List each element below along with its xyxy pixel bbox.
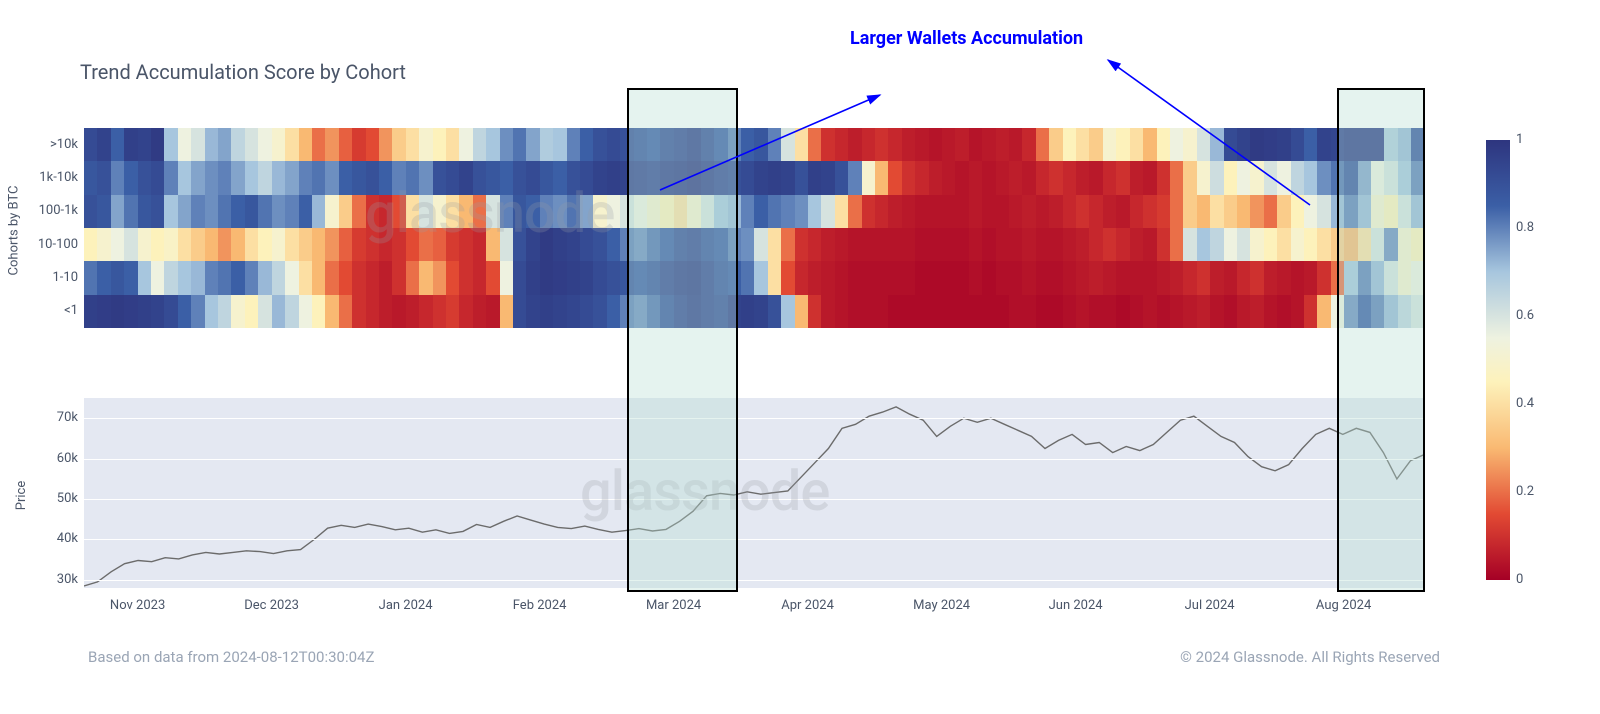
heatmap-area [84, 128, 1424, 328]
price-y-tick: 30k [38, 572, 78, 587]
x-axis-tick: Nov 2023 [110, 598, 165, 613]
x-axis-tick: Apr 2024 [781, 598, 834, 613]
price-y-tick: 50k [38, 491, 78, 506]
x-axis-tick: Dec 2023 [244, 598, 299, 613]
price-y-axis-title: Price [14, 481, 29, 510]
heatmap-row [84, 195, 1424, 228]
x-axis-tick: Jun 2024 [1049, 598, 1103, 613]
x-axis-tick: Aug 2024 [1316, 598, 1371, 613]
cohort-label: 100-1k [28, 203, 78, 218]
price-chart-area [84, 398, 1424, 588]
colorbar-tick: 0.8 [1516, 220, 1534, 235]
heatmap-row [84, 128, 1424, 161]
colorbar-tick: 0.2 [1516, 484, 1534, 499]
price-line [84, 398, 1424, 588]
colorbar-tick: 0.4 [1516, 396, 1534, 411]
cohort-label: <1 [28, 303, 78, 318]
heatmap-row [84, 261, 1424, 294]
x-axis-tick: May 2024 [913, 598, 970, 613]
x-axis-tick: Jul 2024 [1185, 598, 1235, 613]
x-axis-tick: Jan 2024 [379, 598, 433, 613]
cohort-label: >10k [28, 137, 78, 152]
colorbar-tick: 0.6 [1516, 308, 1534, 323]
heatmap-row [84, 228, 1424, 261]
footer-left: Based on data from 2024-08-12T00:30:04Z [88, 648, 374, 666]
colorbar [1486, 140, 1510, 580]
cohort-label: 10-100 [28, 237, 78, 252]
heatmap-y-axis-title: Cohorts by BTC [6, 186, 21, 276]
cohort-label: 1k-10k [28, 170, 78, 185]
price-y-tick: 60k [38, 451, 78, 466]
chart-title: Trend Accumulation Score by Cohort [80, 60, 406, 84]
annotation-text: Larger Wallets Accumulation [850, 28, 1083, 49]
footer-right: © 2024 Glassnode. All Rights Reserved [1180, 648, 1440, 666]
x-axis-tick: Feb 2024 [513, 598, 567, 613]
colorbar-tick: 1 [1516, 132, 1523, 147]
cohort-label: 1-10 [28, 270, 78, 285]
price-y-tick: 40k [38, 531, 78, 546]
heatmap-row [84, 161, 1424, 194]
heatmap-row [84, 295, 1424, 328]
colorbar-tick: 0 [1516, 572, 1523, 587]
x-axis-tick: Mar 2024 [646, 598, 701, 613]
price-y-tick: 70k [38, 410, 78, 425]
